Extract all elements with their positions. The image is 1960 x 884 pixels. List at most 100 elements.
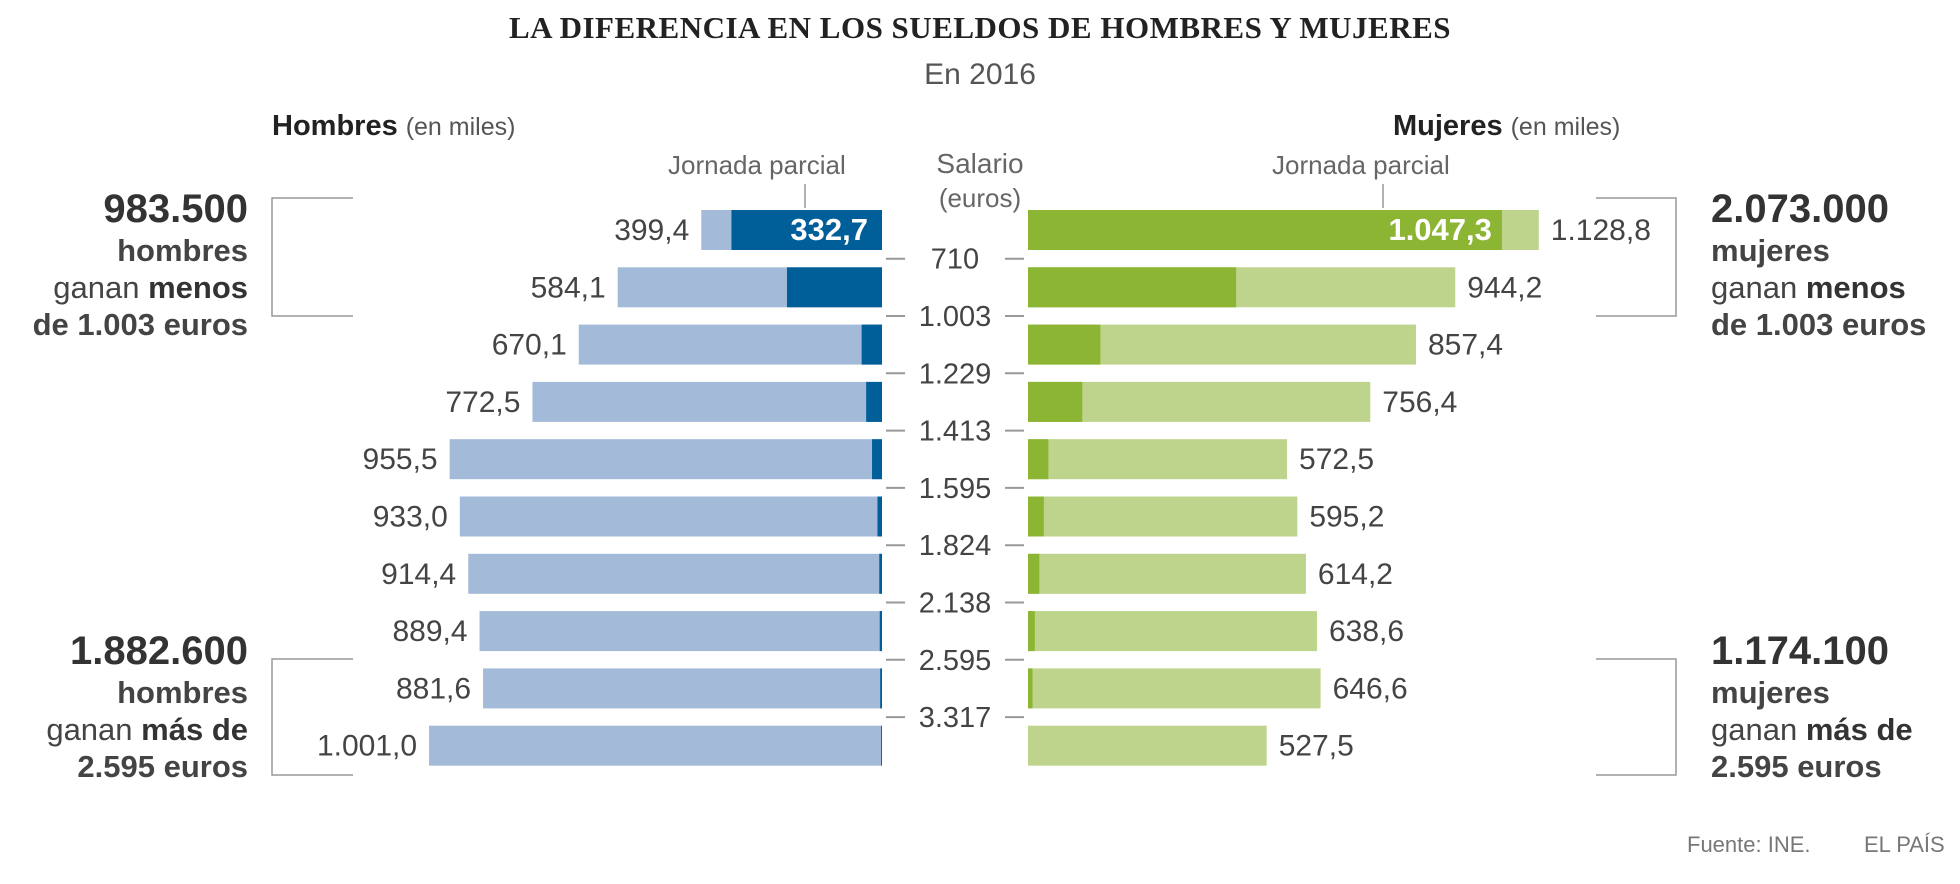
salary-tick-label: 1.413 — [919, 416, 992, 448]
note-men-low-line3: de 1.003 euros — [32, 307, 248, 342]
women-header-label: Mujeres — [1393, 110, 1503, 142]
bar-men-part-time — [879, 553, 882, 594]
bar-men-part-time — [731, 210, 882, 250]
source-note: Fuente: INE. — [1687, 832, 1811, 857]
note-men-high-number: 1.882.600 — [70, 629, 248, 673]
bar-women-part-time — [1028, 267, 1237, 308]
note-men-high-line2: ganan más de — [46, 712, 248, 747]
bar-men-part-time — [880, 668, 882, 709]
bar-men-total — [483, 668, 882, 709]
salary-tick-label: 1.595 — [919, 473, 992, 505]
bar-women-part-time — [1028, 611, 1035, 652]
label-men-total: 889,4 — [392, 615, 467, 648]
note-men-high-line1: hombres — [117, 675, 248, 710]
label-women-part-time: 1.047,3 — [1388, 212, 1491, 247]
bracket-women-low — [1596, 197, 1677, 317]
label-women-total: 614,2 — [1318, 558, 1393, 591]
bracket-men-low — [271, 197, 353, 317]
bar-men-total — [449, 439, 882, 480]
brand-logo: EL PAÍS — [1864, 832, 1945, 857]
men-header-unit: (en miles) — [405, 113, 516, 141]
salary-unit-label: (euros) — [938, 183, 1022, 213]
salary-tick-label: 1.824 — [919, 530, 992, 562]
bar-women-part-time — [1028, 553, 1040, 594]
bar-women-part-time — [1028, 668, 1033, 709]
label-men-total: 399,4 — [614, 214, 689, 247]
label-women-total: 1.128,8 — [1551, 214, 1651, 247]
label-women-total: 756,4 — [1382, 386, 1457, 419]
bracket-women-high — [1596, 658, 1677, 776]
men-header-label: Hombres — [272, 110, 398, 142]
note-men-low: 983.500 hombres ganan menos de 1.003 eur… — [33, 186, 248, 343]
label-women-total: 944,2 — [1467, 271, 1542, 304]
part-time-label-women: Jornada parcial — [1272, 150, 1450, 180]
bar-men-total — [459, 496, 882, 537]
note-men-low-line2: ganan menos — [53, 270, 248, 305]
bracket-men-high — [271, 658, 353, 776]
bar-men-total — [578, 324, 882, 365]
label-men-total: 670,1 — [492, 329, 567, 362]
bar-women-total — [1028, 668, 1321, 709]
salary-tick-label: 1.229 — [919, 358, 992, 390]
salary-tick-label: 1.003 — [919, 301, 992, 333]
label-men-part-time: 332,7 — [790, 212, 868, 247]
chart-title: LA DIFERENCIA EN LOS SUELDOS DE HOMBRES … — [508, 10, 1452, 45]
note-women-low-line1: mujeres — [1711, 233, 1830, 268]
bar-men-total — [429, 725, 882, 766]
bar-men-total — [532, 381, 882, 422]
part-time-label-men: Jornada parcial — [668, 150, 846, 180]
bar-women-total — [1028, 553, 1306, 594]
salary-tick-label: 2.138 — [919, 588, 992, 620]
salary-tick-label: 3.317 — [919, 702, 992, 734]
bar-men-part-time — [786, 267, 882, 308]
bar-women-total — [1028, 381, 1371, 422]
bar-men-part-time — [877, 496, 882, 537]
bar-men-part-time — [866, 381, 882, 422]
note-women-low-line3: de 1.003 euros — [1711, 307, 1927, 342]
note-men-high: 1.882.600 hombres ganan más de 2.595 eur… — [46, 628, 248, 785]
note-women-high: 1.174.100 mujeres ganan más de 2.595 eur… — [1711, 628, 1913, 785]
bar-men-part-time — [881, 725, 882, 766]
label-men-total: 881,6 — [396, 672, 471, 705]
salary-label: Salario — [936, 148, 1024, 179]
note-women-low-line2: ganan menos — [1711, 270, 1906, 305]
bar-women-part-time — [1028, 496, 1044, 537]
bar-men-part-time — [861, 324, 882, 365]
salary-tick-label: 710 — [931, 244, 979, 276]
bar-men-part-time — [872, 439, 882, 480]
note-women-high-line3: 2.595 euros — [1711, 749, 1882, 784]
bar-women-part-time — [1028, 324, 1101, 365]
bar-women-part-time — [1028, 439, 1049, 480]
chart-subtitle: En 2016 — [924, 58, 1036, 91]
men-header: Hombres (en miles) — [272, 110, 515, 143]
note-women-high-line1: mujeres — [1711, 675, 1830, 710]
note-men-high-line3: 2.595 euros — [77, 749, 248, 784]
label-men-total: 955,5 — [363, 443, 438, 476]
bar-men-total — [468, 553, 882, 594]
note-men-low-number: 983.500 — [103, 187, 248, 231]
bar-women-total — [1028, 439, 1288, 480]
label-men-total: 772,5 — [445, 386, 520, 419]
bar-men-part-time — [879, 611, 882, 652]
label-women-total: 572,5 — [1299, 443, 1374, 476]
women-header-unit: (en miles) — [1510, 113, 1621, 141]
label-women-total: 638,6 — [1329, 615, 1404, 648]
label-women-total: 857,4 — [1428, 329, 1503, 362]
bar-women-total — [1028, 725, 1267, 766]
label-women-total: 595,2 — [1309, 501, 1384, 534]
women-header: Mujeres (en miles) — [1393, 110, 1620, 143]
note-men-low-line1: hombres — [117, 233, 248, 268]
label-men-total: 584,1 — [531, 271, 606, 304]
note-women-low: 2.073.000 mujeres ganan menos de 1.003 e… — [1711, 186, 1926, 343]
note-women-low-number: 2.073.000 — [1711, 187, 1889, 231]
label-women-total: 527,5 — [1279, 730, 1354, 763]
note-women-high-line2: ganan más de — [1711, 712, 1913, 747]
salary-tick-label: 2.595 — [919, 645, 992, 677]
label-men-total: 933,0 — [373, 501, 448, 534]
label-men-total: 914,4 — [381, 558, 456, 591]
label-women-total: 646,6 — [1333, 672, 1408, 705]
bar-women-total — [1028, 611, 1317, 652]
bar-women-part-time — [1028, 210, 1502, 250]
bar-women-part-time — [1028, 381, 1083, 422]
